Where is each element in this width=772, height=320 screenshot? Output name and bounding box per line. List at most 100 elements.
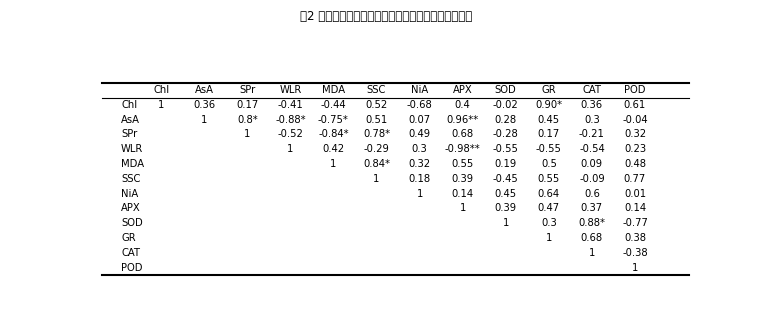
Text: 0.3: 0.3 [411, 144, 428, 154]
Text: 0.61: 0.61 [624, 100, 646, 110]
Text: -0.98**: -0.98** [445, 144, 480, 154]
Text: 0.17: 0.17 [236, 100, 259, 110]
Text: SOD: SOD [121, 218, 143, 228]
Text: 0.52: 0.52 [365, 100, 388, 110]
Text: CAT: CAT [582, 85, 601, 95]
Text: 1: 1 [546, 233, 552, 243]
Text: 1: 1 [201, 115, 208, 125]
Text: 0.32: 0.32 [408, 159, 431, 169]
Text: -0.77: -0.77 [622, 218, 648, 228]
Text: -0.28: -0.28 [493, 130, 519, 140]
Text: 0.96**: 0.96** [446, 115, 479, 125]
Text: -0.84*: -0.84* [318, 130, 349, 140]
Text: -0.09: -0.09 [579, 174, 604, 184]
Text: Chl: Chl [153, 85, 169, 95]
Text: 0.01: 0.01 [624, 188, 646, 199]
Text: CAT: CAT [121, 248, 140, 258]
Text: 0.77: 0.77 [624, 174, 646, 184]
Text: SOD: SOD [495, 85, 516, 95]
Text: WLR: WLR [279, 85, 302, 95]
Text: 0.42: 0.42 [323, 144, 344, 154]
Text: Chl: Chl [121, 100, 137, 110]
Text: -0.29: -0.29 [364, 144, 389, 154]
Text: 表2 胆固醇处理对采后青菜各种指标影响的相关性分析: 表2 胆固醇处理对采后青菜各种指标影响的相关性分析 [300, 10, 472, 23]
Text: 0.18: 0.18 [408, 174, 431, 184]
Text: 0.14: 0.14 [624, 204, 646, 213]
Text: -0.44: -0.44 [320, 100, 346, 110]
Text: 0.45: 0.45 [538, 115, 560, 125]
Text: SPr: SPr [121, 130, 137, 140]
Text: 0.14: 0.14 [452, 188, 474, 199]
Text: -0.41: -0.41 [277, 100, 303, 110]
Text: 0.47: 0.47 [538, 204, 560, 213]
Text: APX: APX [121, 204, 141, 213]
Text: SSC: SSC [367, 85, 386, 95]
Text: 1: 1 [244, 130, 250, 140]
Text: 0.68: 0.68 [581, 233, 603, 243]
Text: -0.54: -0.54 [579, 144, 604, 154]
Text: 0.6: 0.6 [584, 188, 600, 199]
Text: 0.48: 0.48 [624, 159, 646, 169]
Text: 1: 1 [589, 248, 595, 258]
Text: GR: GR [121, 233, 136, 243]
Text: POD: POD [625, 85, 645, 95]
Text: 0.09: 0.09 [581, 159, 603, 169]
Text: 0.55: 0.55 [537, 174, 560, 184]
Text: 1: 1 [459, 204, 466, 213]
Text: 0.3: 0.3 [584, 115, 600, 125]
Text: 1: 1 [330, 159, 337, 169]
Text: -0.21: -0.21 [579, 130, 604, 140]
Text: 0.84*: 0.84* [363, 159, 390, 169]
Text: 0.3: 0.3 [541, 218, 557, 228]
Text: 0.49: 0.49 [408, 130, 431, 140]
Text: -0.88*: -0.88* [275, 115, 306, 125]
Text: -0.38: -0.38 [622, 248, 648, 258]
Text: -0.04: -0.04 [622, 115, 648, 125]
Text: 0.39: 0.39 [452, 174, 474, 184]
Text: MDA: MDA [322, 85, 345, 95]
Text: 0.07: 0.07 [408, 115, 431, 125]
Text: WLR: WLR [121, 144, 144, 154]
Text: GR: GR [541, 85, 556, 95]
Text: -0.02: -0.02 [493, 100, 519, 110]
Text: 0.51: 0.51 [365, 115, 388, 125]
Text: 0.28: 0.28 [495, 115, 516, 125]
Text: -0.55: -0.55 [493, 144, 519, 154]
Text: 0.32: 0.32 [624, 130, 646, 140]
Text: -0.75*: -0.75* [318, 115, 349, 125]
Text: 1: 1 [374, 174, 380, 184]
Text: 0.23: 0.23 [624, 144, 646, 154]
Text: 1: 1 [503, 218, 509, 228]
Text: -0.68: -0.68 [407, 100, 432, 110]
Text: -0.55: -0.55 [536, 144, 562, 154]
Text: 0.55: 0.55 [452, 159, 474, 169]
Text: 0.5: 0.5 [541, 159, 557, 169]
Text: 0.17: 0.17 [537, 130, 560, 140]
Text: 1: 1 [416, 188, 423, 199]
Text: SPr: SPr [239, 85, 256, 95]
Text: APX: APX [453, 85, 472, 95]
Text: 1: 1 [158, 100, 164, 110]
Text: SSC: SSC [121, 174, 141, 184]
Text: 0.4: 0.4 [455, 100, 471, 110]
Text: 0.90*: 0.90* [535, 100, 562, 110]
Text: 0.8*: 0.8* [237, 115, 258, 125]
Text: -0.45: -0.45 [493, 174, 519, 184]
Text: 0.68: 0.68 [452, 130, 474, 140]
Text: 0.36: 0.36 [193, 100, 215, 110]
Text: 0.38: 0.38 [624, 233, 646, 243]
Text: AsA: AsA [121, 115, 140, 125]
Text: MDA: MDA [121, 159, 144, 169]
Text: 0.45: 0.45 [495, 188, 516, 199]
Text: 0.64: 0.64 [538, 188, 560, 199]
Text: 0.37: 0.37 [581, 204, 603, 213]
Text: 0.39: 0.39 [495, 204, 516, 213]
Text: 1: 1 [287, 144, 293, 154]
Text: AsA: AsA [195, 85, 214, 95]
Text: 0.19: 0.19 [495, 159, 517, 169]
Text: NiA: NiA [121, 188, 138, 199]
Text: POD: POD [121, 262, 143, 273]
Text: 1: 1 [631, 262, 638, 273]
Text: 0.78*: 0.78* [363, 130, 390, 140]
Text: NiA: NiA [411, 85, 428, 95]
